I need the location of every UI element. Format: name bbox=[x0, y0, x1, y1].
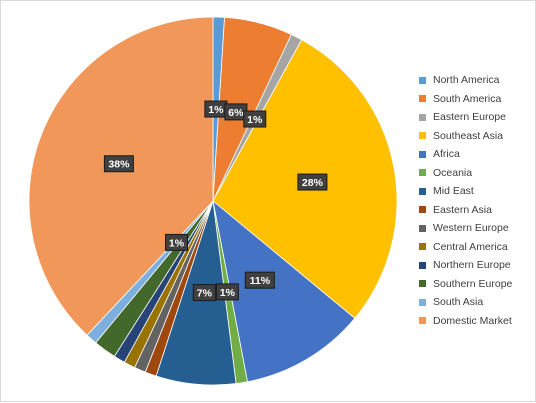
legend-label: Domestic Market bbox=[433, 314, 512, 327]
legend-item-domestic-market: Domestic Market bbox=[419, 312, 527, 331]
data-label-box bbox=[244, 271, 275, 289]
legend-swatch bbox=[419, 150, 426, 158]
legend-label: Southern Europe bbox=[433, 277, 513, 290]
legend-label: Oceania bbox=[433, 166, 473, 179]
legend-label: South America bbox=[433, 92, 502, 105]
data-label-text: 28% bbox=[302, 177, 324, 189]
legend-swatch bbox=[419, 76, 426, 84]
data-label-box bbox=[192, 284, 216, 302]
legend-label: Western Europe bbox=[433, 222, 509, 235]
legend-swatch bbox=[419, 243, 426, 251]
legend-item-southeast-asia: Southeast Asia bbox=[419, 127, 527, 146]
legend-swatch bbox=[419, 206, 426, 214]
legend-item-northern-europe: Northern Europe bbox=[419, 256, 527, 275]
legend-label: Southeast Asia bbox=[433, 129, 504, 142]
legend-item-oceania: Oceania bbox=[419, 164, 527, 183]
data-label-text: 38% bbox=[108, 159, 130, 171]
data-label-mid-east: 7% bbox=[192, 284, 216, 302]
data-label-domestic-market: 38% bbox=[103, 155, 134, 173]
data-label-text: 1% bbox=[247, 114, 263, 126]
pie-slice-domestic-market bbox=[28, 16, 214, 336]
legend-item-south-asia: South Asia bbox=[419, 293, 527, 312]
legend-swatch bbox=[419, 261, 426, 269]
legend-item-africa: Africa bbox=[419, 145, 527, 164]
legend-item-eastern-asia: Eastern Asia bbox=[419, 201, 527, 220]
legend-item-western-europe: Western Europe bbox=[419, 219, 527, 238]
legend: North America South America Eastern Europe… bbox=[419, 71, 527, 330]
legend-swatch bbox=[419, 95, 426, 103]
legend-swatch bbox=[419, 280, 426, 288]
legend-item-south-america: South America bbox=[419, 90, 527, 109]
data-label-text: 1% bbox=[169, 237, 185, 249]
data-label-box bbox=[297, 173, 328, 191]
data-label-north-america: 1% bbox=[204, 100, 228, 118]
legend-label: North America bbox=[433, 74, 500, 87]
legend-label: Central America bbox=[433, 240, 508, 253]
data-label-box bbox=[103, 155, 134, 173]
legend-swatch bbox=[419, 132, 426, 140]
data-label-south-asia: 1% bbox=[164, 233, 188, 251]
legend-swatch bbox=[419, 113, 426, 121]
data-label-text: 7% bbox=[197, 288, 213, 300]
legend-label: Northern Europe bbox=[433, 259, 511, 272]
data-label-box bbox=[215, 283, 239, 301]
data-label-box bbox=[164, 233, 188, 251]
data-label-africa: 11% bbox=[244, 271, 275, 289]
legend-swatch bbox=[419, 298, 426, 306]
data-label-box bbox=[243, 110, 267, 128]
legend-swatch bbox=[419, 187, 426, 195]
legend-label: South Asia bbox=[433, 296, 484, 309]
legend-label: Eastern Europe bbox=[433, 111, 506, 124]
legend-label: Africa bbox=[433, 148, 460, 161]
legend-item-southern-europe: Southern Europe bbox=[419, 275, 527, 294]
legend-swatch bbox=[419, 224, 426, 232]
data-label-southeast-asia: 28% bbox=[297, 173, 328, 191]
data-label-eastern-europe: 1% bbox=[243, 110, 267, 128]
legend-item-central-america: Central America bbox=[419, 238, 527, 257]
data-label-text: 1% bbox=[220, 287, 236, 299]
data-label-oceania: 1% bbox=[215, 283, 239, 301]
legend-label: Eastern Asia bbox=[433, 203, 492, 216]
legend-item-north-america: North America bbox=[419, 71, 527, 90]
legend-label: Mid East bbox=[433, 185, 474, 198]
data-label-text: 6% bbox=[228, 107, 244, 119]
legend-swatch bbox=[419, 169, 426, 177]
data-label-text: 11% bbox=[250, 275, 271, 287]
pie-slice-africa bbox=[212, 199, 356, 383]
legend-item-mid-east: Mid East bbox=[419, 182, 527, 201]
legend-item-eastern-europe: Eastern Europe bbox=[419, 108, 527, 127]
data-label-text: 1% bbox=[208, 104, 224, 116]
legend-swatch bbox=[419, 317, 426, 325]
